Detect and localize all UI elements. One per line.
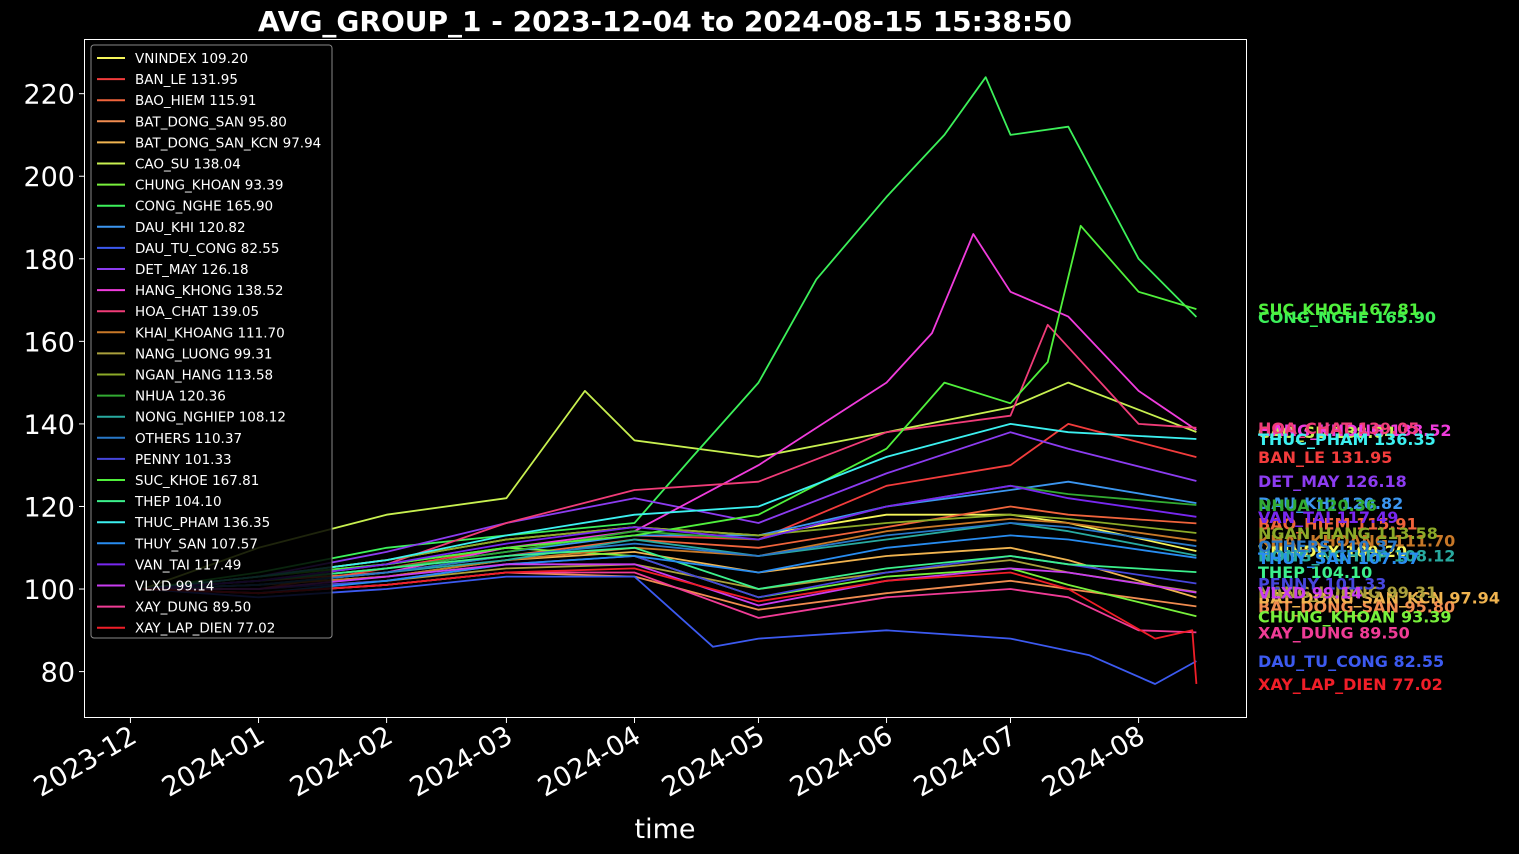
end-label: XAY_LAP_DIEN 77.02 — [1258, 675, 1443, 694]
end-labels: VNINDEX 109.20 BAN_LE 131.95 BAO_HIEM 115.… — [1258, 300, 1500, 694]
end-label: DET_MAY 126.18 — [1258, 472, 1407, 491]
legend-entry: NONG_NGHIEP 108.12 — [135, 410, 286, 426]
end-label: BAN_LE 131.95 — [1258, 448, 1392, 467]
legend-entry: VNINDEX 109.20 — [135, 51, 248, 67]
series-line-dau_tu_cong — [142, 575, 1197, 685]
series-line-cao_su — [142, 381, 1197, 590]
end-label: CAO_SU 138.04 — [1258, 423, 1396, 442]
y-axis: 80 100 120 140 160 180 200 220 — [23, 80, 85, 689]
end-label: SUC_KHOE 167.81 — [1258, 300, 1420, 319]
legend-entry: NGAN_HANG 113.58 — [135, 368, 273, 384]
legend-entry: HANG_KHONG 138.52 — [135, 283, 283, 299]
end-label: NANG_LUONG 99.31 — [1258, 583, 1437, 602]
y-tick-label: 140 — [23, 410, 75, 441]
series-line-cong_nghe — [142, 76, 1198, 590]
legend-entry: CHUNG_KHOAN 93.39 — [135, 178, 283, 194]
end-label: BAO_HIEM 115.91 — [1258, 514, 1418, 533]
legend-entry: XAY_DUNG 89.50 — [135, 600, 251, 616]
end-label: VAN_TAI 117.49 — [1258, 508, 1398, 527]
legend-entry: PENNY 101.33 — [135, 452, 232, 468]
legend: VNINDEX 109.20 BAN_LE 131.95 BAO_HIEM 115.… — [90, 44, 333, 639]
legend-entry: NANG_LUONG 99.31 — [135, 346, 273, 362]
y-tick-label: 200 — [23, 162, 75, 193]
end-label: HOA_CHAT 139.05 — [1258, 419, 1419, 438]
end-label: THUC_PHAM 136.35 — [1258, 430, 1436, 449]
end-label: BAT_DONG_SAN_KCN 97.94 — [1258, 589, 1500, 608]
legend-entry: VLXD 99.14 — [135, 579, 214, 595]
end-label: OTHERS 110.37 — [1258, 537, 1398, 556]
end-label: THUY_SAN 107.57 — [1258, 549, 1420, 568]
end-label: BAT_DONG_SAN 95.80 — [1258, 597, 1455, 616]
end-label: NGAN_HANG 113.58 — [1258, 524, 1438, 543]
legend-entry: BAN_LE 131.95 — [135, 72, 238, 88]
end-label: XAY_DUNG 89.50 — [1258, 623, 1410, 642]
chart-title: AVG_GROUP_1 - 2023-12-04 to 2024-08-15 1… — [258, 5, 1072, 38]
end-label: PENNY 101.33 — [1258, 575, 1386, 594]
y-tick-label: 100 — [23, 575, 75, 606]
legend-entry: XAY_LAP_DIEN 77.02 — [135, 621, 275, 637]
legend-entry: NHUA 120.36 — [135, 389, 226, 405]
end-label: KHAI_KHOANG 111.70 — [1258, 532, 1455, 551]
legend-entry: SUC_KHOE 167.81 — [135, 473, 259, 489]
legend-entry: DAU_TU_CONG 82.55 — [135, 241, 279, 257]
y-tick-label: 160 — [23, 327, 75, 358]
end-label: HANG_KHONG 138.52 — [1258, 421, 1452, 440]
y-tick-label: 120 — [23, 492, 75, 523]
legend-entry: BAT_DONG_SAN_KCN 97.94 — [135, 135, 321, 151]
legend-entry: THEP 104.10 — [134, 494, 222, 510]
y-tick-label: 220 — [23, 80, 75, 111]
end-label: DAU_KHI 120.82 — [1258, 494, 1403, 513]
legend-entry: VAN_TAI 117.49 — [135, 557, 241, 573]
end-label: THEP 104.10 — [1258, 563, 1372, 582]
end-label: NONG_NGHIEP 108.12 — [1258, 547, 1455, 566]
series-line-xay_lap_dien — [142, 567, 1198, 684]
legend-entry: BAT_DONG_SAN 95.80 — [135, 114, 287, 130]
legend-entry: HOA_CHAT 139.05 — [135, 304, 259, 320]
legend-box — [90, 44, 333, 639]
legend-entry: OTHERS 110.37 — [135, 431, 242, 447]
end-label: VNINDEX 109.20 — [1258, 542, 1407, 561]
plot-frame — [84, 39, 1247, 718]
end-label: DAU_TU_CONG 82.55 — [1258, 652, 1444, 671]
end-label: VLXD 99.14 — [1258, 584, 1362, 603]
end-label: CHUNG_KHOAN 93.39 — [1258, 607, 1452, 626]
y-tick-label: 80 — [41, 658, 75, 689]
legend-entry: KHAI_KHOANG 111.70 — [135, 325, 285, 341]
legend-entry: THUY_SAN 107.57 — [134, 536, 258, 552]
y-tick-label: 180 — [23, 245, 75, 276]
legend-entry: BAO_HIEM 115.91 — [135, 93, 256, 109]
legend-entry: DET_MAY 126.18 — [135, 262, 249, 278]
legend-entry: DAU_KHI 120.82 — [135, 220, 246, 236]
legend-entry: CONG_NGHE 165.90 — [135, 199, 273, 215]
end-label: CONG_NGHE 165.90 — [1258, 308, 1436, 327]
end-label: NHUA 120.36 — [1258, 496, 1377, 515]
legend-entry: CAO_SU 138.04 — [135, 157, 241, 173]
x-axis-label: time — [634, 814, 695, 845]
legend-entry: THUC_PHAM 136.35 — [134, 515, 270, 531]
